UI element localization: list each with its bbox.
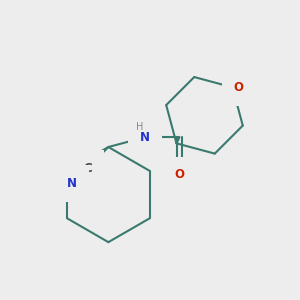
Text: C: C xyxy=(83,161,92,175)
Text: O: O xyxy=(233,81,244,94)
Text: N: N xyxy=(67,177,77,190)
Text: O: O xyxy=(174,168,184,182)
Text: H: H xyxy=(136,122,143,132)
Text: N: N xyxy=(140,131,150,144)
